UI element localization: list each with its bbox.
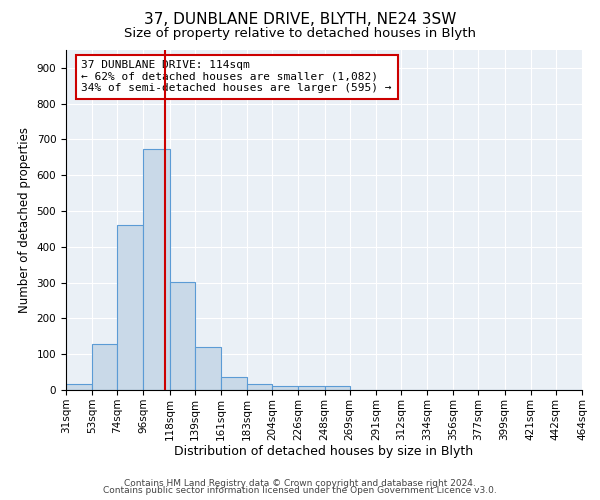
Text: Contains HM Land Registry data © Crown copyright and database right 2024.: Contains HM Land Registry data © Crown c… xyxy=(124,478,476,488)
Bar xyxy=(143,150,170,390)
Bar xyxy=(272,386,298,390)
Bar xyxy=(195,347,221,390)
Bar xyxy=(221,377,247,390)
Bar xyxy=(117,224,143,390)
Bar xyxy=(92,344,117,390)
Bar xyxy=(170,282,195,390)
Text: 37, DUNBLANE DRIVE, BLYTH, NE24 3SW: 37, DUNBLANE DRIVE, BLYTH, NE24 3SW xyxy=(144,12,456,28)
Bar xyxy=(298,386,325,390)
Y-axis label: Number of detached properties: Number of detached properties xyxy=(18,127,31,313)
Bar xyxy=(247,384,272,390)
Bar xyxy=(66,384,92,390)
Bar xyxy=(325,386,350,390)
Text: Size of property relative to detached houses in Blyth: Size of property relative to detached ho… xyxy=(124,28,476,40)
X-axis label: Distribution of detached houses by size in Blyth: Distribution of detached houses by size … xyxy=(175,446,473,458)
Text: Contains public sector information licensed under the Open Government Licence v3: Contains public sector information licen… xyxy=(103,486,497,495)
Text: 37 DUNBLANE DRIVE: 114sqm
← 62% of detached houses are smaller (1,082)
34% of se: 37 DUNBLANE DRIVE: 114sqm ← 62% of detac… xyxy=(82,60,392,94)
